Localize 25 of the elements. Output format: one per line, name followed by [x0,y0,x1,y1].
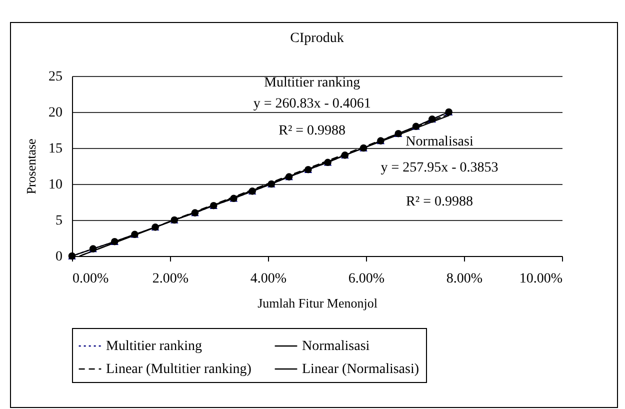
legend-label: Linear (Multitier ranking) [106,362,252,377]
x-tick-label: 0.00% [72,272,109,286]
y-tick-label: 10 [48,178,62,192]
annotation: R² = 0.9988 [406,194,473,210]
x-axis-title: Jumlah Fitur Menonjol [258,296,378,310]
x-tick-label: 10.00% [519,272,563,286]
x-tick-label: 2.00% [152,272,189,286]
annotation: R² = 0.9988 [278,124,346,139]
x-tick-label: 8.00% [446,272,483,286]
y-axis-title: Prosentase [24,138,38,194]
annotation: y = 257.95x - 0.3853 [380,160,498,176]
y-tick-label: 5 [56,214,62,228]
annotation: y = 260.83x - 0.4061 [253,96,371,112]
y-tick-label: 15 [48,142,62,156]
annotation: Multitier ranking [264,75,360,90]
y-tick-label: 0 [56,250,62,264]
y-tick-label: 25 [48,70,62,84]
y-tick-label: 20 [48,106,62,120]
annotation: Normalisasi [406,134,474,150]
x-tick-label: 6.00% [348,272,385,286]
x-tick-label: 4.00% [250,272,287,286]
legend-label: Linear (Normalisasi) [302,362,420,377]
legend-label: Multitier ranking [106,339,202,354]
chart-title: CIproduk [290,31,344,46]
legend-label: Normalisasi [302,339,370,354]
